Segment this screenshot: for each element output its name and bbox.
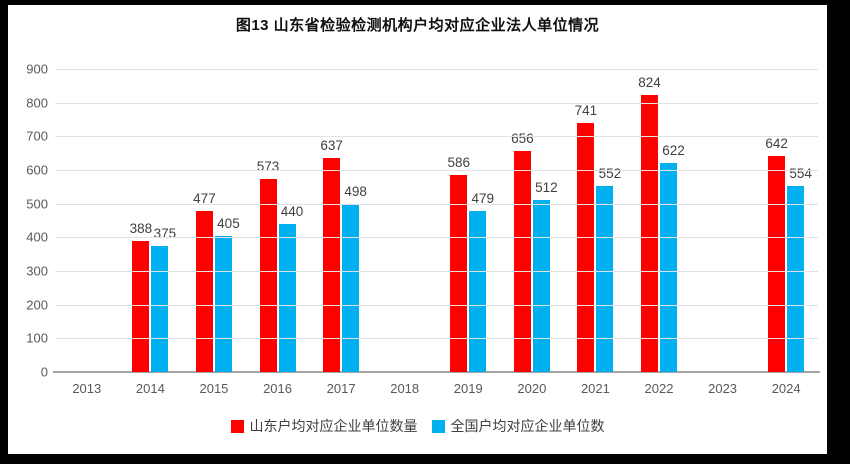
category-column-2021: 741 552 2021 bbox=[564, 69, 628, 396]
gridline-800 bbox=[55, 102, 818, 104]
gridline-200 bbox=[55, 304, 818, 306]
data-label-national-2017: 498 bbox=[344, 184, 367, 200]
y-tick-label-400: 400 bbox=[26, 229, 48, 245]
bar-national-2022 bbox=[659, 162, 677, 372]
x-tick-label-2018: 2018 bbox=[390, 381, 420, 396]
x-tick-label-2023: 2023 bbox=[708, 381, 738, 396]
category-column-2020: 656 512 2020 bbox=[500, 69, 564, 396]
bar-shandong-2016 bbox=[259, 179, 277, 372]
data-label-national-2015: 405 bbox=[217, 215, 240, 231]
data-label-shandong-2019: 586 bbox=[447, 154, 471, 170]
y-tick-label-500: 500 bbox=[26, 196, 48, 212]
data-label-shandong-2021: 741 bbox=[574, 102, 598, 118]
x-tick-label-2024: 2024 bbox=[771, 381, 801, 396]
category-column-2022: 824 622 2022 bbox=[627, 69, 691, 396]
data-label-shandong-2014: 388 bbox=[129, 221, 153, 237]
gridline-500 bbox=[55, 203, 818, 205]
category-column-2018: 2018 bbox=[373, 69, 437, 396]
legend-swatch-icon bbox=[431, 419, 445, 433]
data-label-national-2016: 440 bbox=[280, 203, 304, 219]
data-label-shandong-2017: 637 bbox=[320, 137, 343, 153]
data-label-shandong-2024: 642 bbox=[765, 135, 788, 151]
data-label-shandong-2022: 824 bbox=[638, 74, 661, 90]
x-tick-label-2017: 2017 bbox=[326, 381, 356, 396]
category-column-2023: 2023 bbox=[691, 69, 755, 396]
x-tick-label-2020: 2020 bbox=[517, 381, 547, 396]
y-tick-label-700: 700 bbox=[26, 128, 48, 144]
bar-shandong-2022 bbox=[640, 94, 658, 372]
bar-national-2021 bbox=[596, 186, 614, 372]
bar-national-2024 bbox=[787, 185, 805, 372]
data-label-national-2019: 479 bbox=[471, 190, 495, 206]
x-tick-label-2014: 2014 bbox=[135, 381, 165, 396]
legend: 山东户均对应企业单位数量 全国户均对应企业单位数 bbox=[8, 416, 827, 436]
gridline-700 bbox=[55, 136, 818, 138]
data-label-national-2022: 622 bbox=[662, 142, 685, 158]
x-tick-label-2019: 2019 bbox=[453, 381, 483, 396]
legend-swatch-icon bbox=[230, 419, 244, 433]
bar-shandong-2014 bbox=[132, 241, 150, 372]
bar-columns: 2013 388 375 2014 477 405 2015 573 440 2016 637 498… bbox=[55, 69, 818, 396]
bar-shandong-2015 bbox=[195, 211, 213, 372]
chart-title: 图13 山东省检验检测机构户均对应企业法人单位情况 bbox=[235, 17, 600, 34]
data-label-national-2024: 554 bbox=[789, 165, 812, 181]
gridline-300 bbox=[55, 271, 818, 272]
y-tick-label-300: 300 bbox=[26, 263, 48, 279]
y-tick-label-200: 200 bbox=[26, 297, 48, 313]
bar-shandong-2020 bbox=[513, 151, 531, 372]
plot-area: 2013 388 375 2014 477 405 2015 573 440 2016 637 498… bbox=[26, 62, 820, 396]
y-tick-label-800: 800 bbox=[26, 95, 48, 111]
y-tick-label-600: 600 bbox=[26, 162, 48, 178]
bar-shandong-2024 bbox=[768, 155, 786, 372]
chart-canvas: 图13 山东省检验检测机构户均对应企业法人单位情况 2013 388 375 2014… bbox=[8, 5, 827, 454]
gridline-900 bbox=[55, 69, 818, 70]
bar-national-2020 bbox=[532, 199, 550, 372]
bar-shandong-2019 bbox=[450, 174, 468, 372]
category-column-2013: 2013 bbox=[55, 69, 119, 396]
bar-national-2017 bbox=[342, 204, 360, 372]
gridline-400 bbox=[55, 237, 818, 239]
category-column-2016: 573 440 2016 bbox=[246, 69, 310, 396]
x-tick-label-2013: 2013 bbox=[72, 381, 102, 396]
data-label-shandong-2016: 573 bbox=[256, 159, 280, 175]
gridline-600 bbox=[55, 170, 818, 171]
bar-shandong-2017 bbox=[323, 157, 341, 372]
category-column-2015: 477 405 2015 bbox=[182, 69, 246, 396]
x-axis-line bbox=[53, 371, 820, 373]
x-tick-label-2016: 2016 bbox=[263, 381, 292, 396]
data-label-shandong-2015: 477 bbox=[193, 191, 216, 207]
category-column-2019: 586 479 2019 bbox=[436, 69, 500, 396]
x-tick-label-2022: 2022 bbox=[644, 381, 674, 396]
y-tick-label-900: 900 bbox=[26, 61, 48, 77]
legend-item-national: 全国户均对应企业单位数 bbox=[431, 416, 605, 436]
bar-national-2019 bbox=[469, 210, 487, 372]
data-label-shandong-2020: 656 bbox=[511, 131, 534, 147]
data-label-national-2020: 512 bbox=[535, 179, 558, 195]
bar-national-2015 bbox=[214, 235, 232, 372]
category-column-2014: 388 375 2014 bbox=[119, 69, 183, 396]
y-tick-label-0: 0 bbox=[40, 364, 48, 380]
bar-national-2014 bbox=[151, 245, 169, 372]
gridline-100 bbox=[55, 338, 818, 340]
bar-shandong-2021 bbox=[577, 122, 595, 372]
legend-label: 山东户均对应企业单位数量 bbox=[249, 418, 418, 434]
bar-national-2016 bbox=[278, 223, 296, 372]
legend-label: 全国户均对应企业单位数 bbox=[450, 418, 605, 434]
data-label-national-2021: 552 bbox=[598, 166, 622, 182]
data-label-national-2014: 375 bbox=[153, 225, 177, 241]
y-tick-label-100: 100 bbox=[26, 330, 48, 346]
legend-item-shandong: 山东户均对应企业单位数量 bbox=[230, 416, 418, 436]
x-tick-label-2021: 2021 bbox=[580, 381, 610, 396]
x-tick-label-2015: 2015 bbox=[199, 381, 229, 396]
category-column-2017: 637 498 2017 bbox=[309, 69, 373, 396]
category-column-2024: 642 554 2024 bbox=[754, 69, 818, 396]
